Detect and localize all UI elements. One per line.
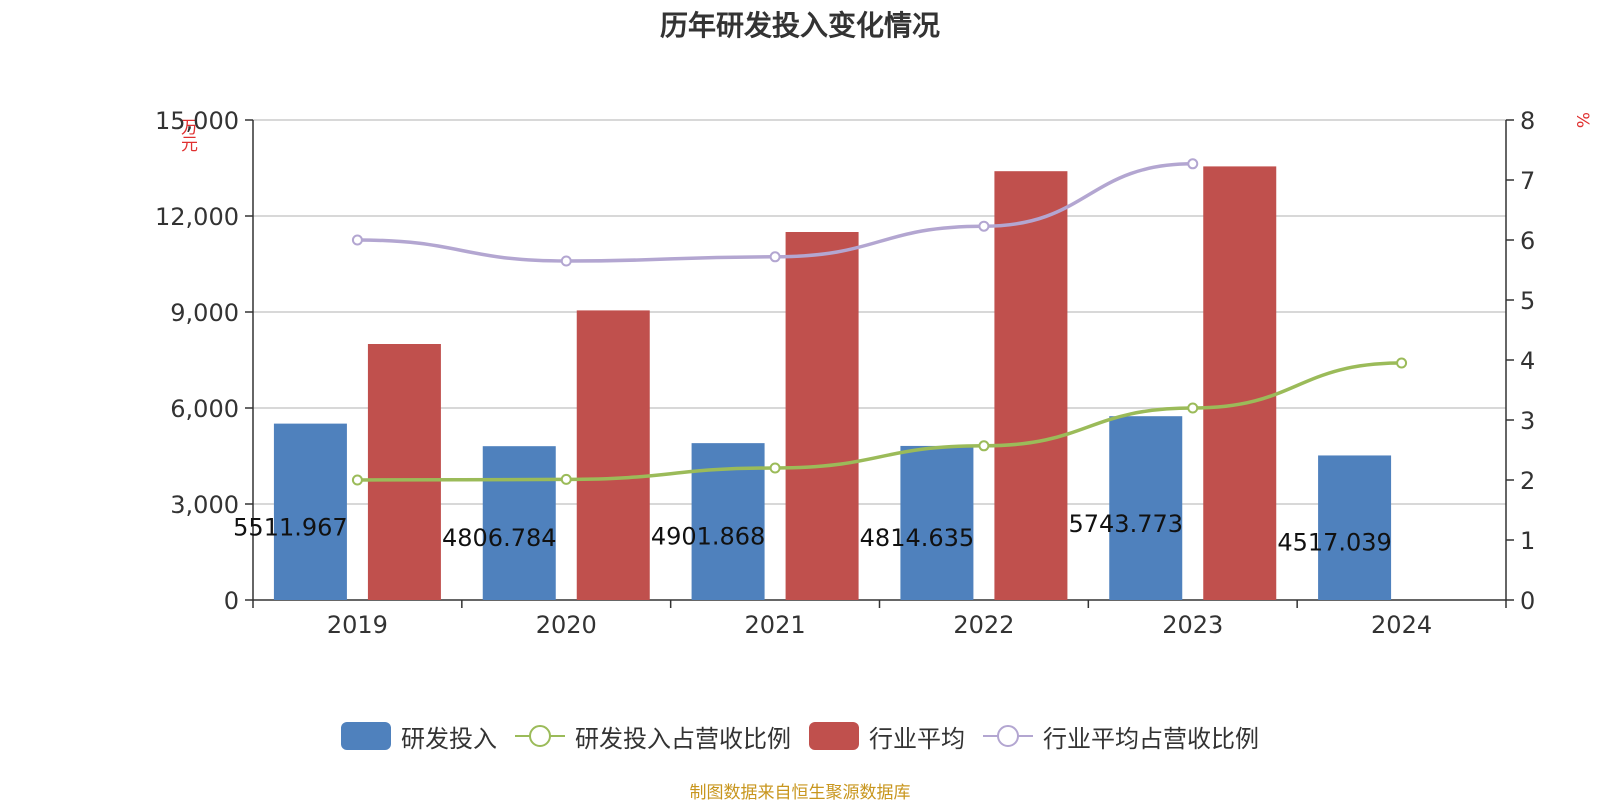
point-industry-ratio: [560, 255, 572, 267]
right-axis-tick-label: 5: [1520, 287, 1535, 315]
point-rd-ratio: [351, 474, 363, 486]
legend-item-industry-ratio[interactable]: 行业平均占营收比例: [983, 719, 1259, 754]
legend-item-industry-average[interactable]: 行业平均: [809, 719, 965, 754]
legend-label: 研发投入: [401, 724, 497, 753]
left-axis-tick-label: 9,000: [170, 299, 239, 327]
bar-industry-average: [1203, 166, 1277, 600]
left-axis-tick-label: 0: [224, 587, 239, 615]
right-axis-unit: %: [1572, 112, 1592, 129]
legend-marker-circle: [997, 725, 1019, 747]
bar-data-label: 4517.039: [1277, 529, 1392, 557]
legend-line-marker-icon: [983, 725, 1033, 747]
legend-bar-swatch-icon: [809, 722, 859, 750]
legend-item-rd-investment[interactable]: 研发投入: [341, 719, 497, 754]
right-axis-tick-label: 0: [1520, 587, 1535, 615]
bar-rd-investment: [482, 446, 556, 600]
point-industry-ratio: [769, 251, 781, 263]
bar-rd-investment: [273, 423, 347, 600]
point-rd-ratio: [1396, 357, 1408, 369]
legend-item-rd-ratio[interactable]: 研发投入占营收比例: [515, 719, 791, 754]
right-axis-tick-label: 2: [1520, 467, 1535, 495]
right-axis-tick-label: 7: [1520, 167, 1535, 195]
source-note: 制图数据来自恒生聚源数据库: [689, 783, 911, 803]
x-axis-tick-label: 2020: [536, 611, 597, 639]
left-axis-tick-label: 3,000: [170, 491, 239, 519]
bar-data-label: 4814.635: [860, 524, 975, 552]
left-axis-tick-label: 6,000: [170, 395, 239, 423]
point-industry-ratio: [351, 234, 363, 246]
x-axis-tick-label: 2024: [1371, 611, 1432, 639]
legend-label: 研发投入占营收比例: [575, 724, 791, 753]
point-rd-ratio: [769, 462, 781, 474]
bar-rd-investment: [900, 445, 974, 600]
x-axis-tick-label: 2022: [953, 611, 1014, 639]
bar-rd-investment: [1318, 455, 1392, 600]
point-rd-ratio: [560, 473, 572, 485]
right-axis-tick-label: 1: [1520, 527, 1535, 555]
right-axis-tick-label: 3: [1520, 407, 1535, 435]
x-axis-tick-label: 2023: [1162, 611, 1223, 639]
legend: 研发投入 研发投入占营收比例 行业平均 行业平均占营收比例: [0, 716, 1600, 756]
point-industry-ratio: [1187, 158, 1199, 170]
right-axis-tick-label: 4: [1520, 347, 1535, 375]
legend-label: 行业平均: [869, 724, 965, 753]
point-rd-ratio: [1187, 402, 1199, 414]
right-axis-tick-label: 8: [1520, 107, 1535, 135]
point-rd-ratio: [978, 440, 990, 452]
bar-data-label: 4806.784: [442, 524, 557, 552]
bar-industry-average: [576, 310, 650, 600]
bar-data-label: 5511.967: [233, 513, 348, 541]
left-axis-tick-label: 15,000: [155, 107, 239, 135]
bar-industry-average: [785, 232, 859, 600]
bar-industry-average: [994, 171, 1068, 600]
bar-industry-average: [367, 344, 441, 600]
legend-bar-swatch-icon: [341, 722, 391, 750]
bar-rd-investment: [1109, 416, 1183, 600]
line-rd-ratio: [357, 361, 1402, 482]
line-industry-ratio: [357, 162, 1193, 263]
left-axis-unit: 万元: [177, 118, 197, 152]
left-axis-tick-label: 12,000: [155, 203, 239, 231]
legend-label: 行业平均占营收比例: [1043, 724, 1259, 753]
legend-marker-circle: [529, 725, 551, 747]
x-axis-tick-label: 2019: [327, 611, 388, 639]
bar-data-label: 5743.773: [1068, 510, 1183, 538]
bar-data-label: 4901.868: [651, 523, 766, 551]
right-axis-tick-label: 6: [1520, 227, 1535, 255]
point-industry-ratio: [978, 220, 990, 232]
chart-title: 历年研发投入变化情况: [659, 9, 940, 42]
legend-line-marker-icon: [515, 725, 565, 747]
x-axis-tick-label: 2021: [745, 611, 806, 639]
